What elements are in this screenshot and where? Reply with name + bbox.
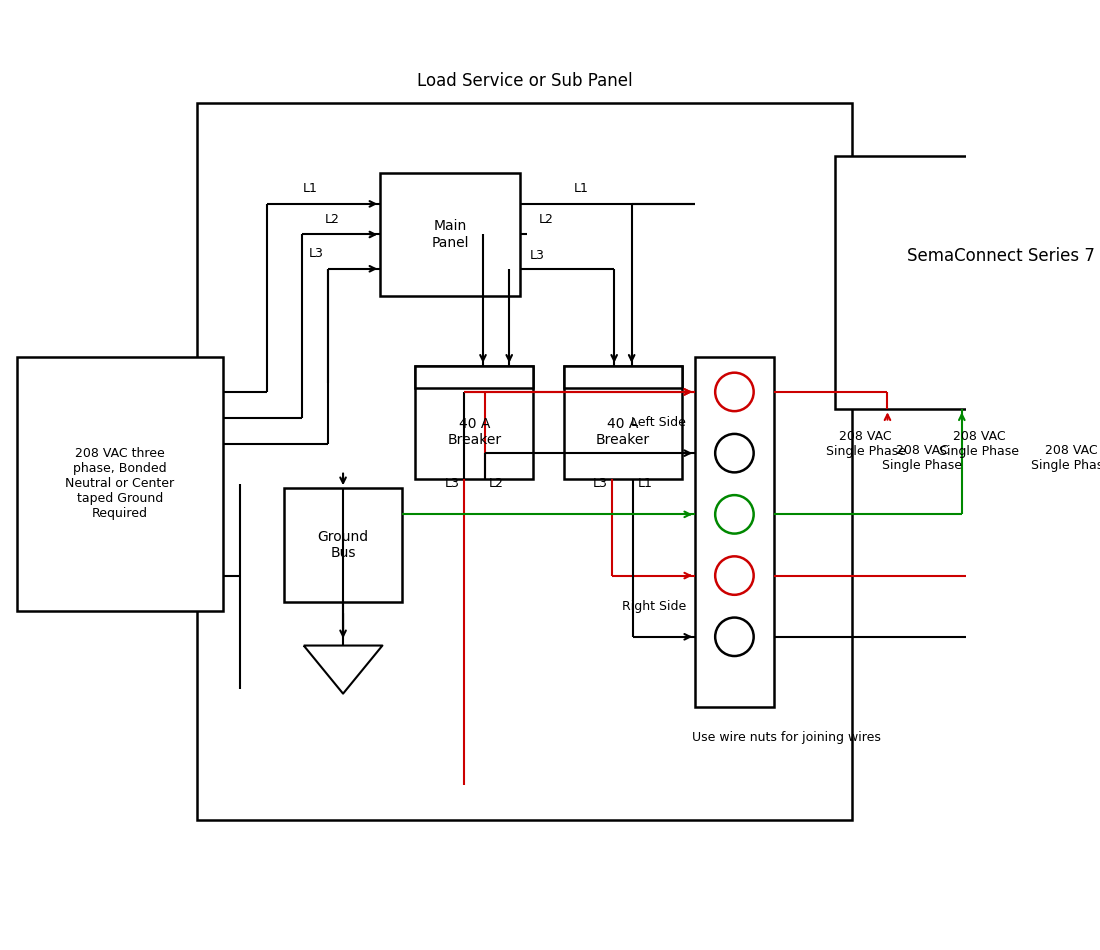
Text: L2: L2 [324, 213, 340, 226]
Text: L1: L1 [302, 182, 318, 195]
Text: Right Side: Right Side [623, 599, 686, 613]
Circle shape [715, 495, 754, 534]
Text: L1: L1 [638, 477, 652, 490]
Text: Main
Panel: Main Panel [431, 219, 469, 250]
Text: Use wire nuts for joining wires: Use wire nuts for joining wires [693, 731, 881, 744]
Bar [415, 366, 534, 388]
Text: 208 VAC three
phase, Bonded
Neutral or Center
taped Ground
Required: 208 VAC three phase, Bonded Neutral or C… [66, 447, 175, 521]
Bar [695, 357, 773, 707]
Circle shape [715, 434, 754, 472]
Text: L3: L3 [530, 249, 546, 262]
Bar [415, 366, 534, 480]
Text: 208 VAC
Single Phase: 208 VAC Single Phase [939, 430, 1020, 459]
Text: Load Service or Sub Panel: Load Service or Sub Panel [417, 72, 632, 90]
Bar [284, 488, 403, 601]
Text: 208 VAC
Single Phase: 208 VAC Single Phase [1031, 444, 1100, 471]
Text: SemaConnect Series 7: SemaConnect Series 7 [908, 247, 1096, 265]
Bar [381, 173, 520, 295]
Text: L2: L2 [490, 477, 504, 490]
Text: 208 VAC
Single Phase: 208 VAC Single Phase [882, 444, 962, 471]
Bar [564, 366, 682, 480]
Text: 40 A
Breaker: 40 A Breaker [448, 416, 502, 446]
Text: L2: L2 [539, 213, 553, 226]
Text: 208 VAC
Single Phase: 208 VAC Single Phase [826, 430, 905, 459]
Circle shape [715, 372, 754, 411]
Text: L3: L3 [444, 477, 460, 490]
Circle shape [715, 618, 754, 656]
Text: Left Side: Left Side [631, 416, 686, 429]
Text: L3: L3 [308, 247, 323, 260]
Bar [835, 156, 1100, 409]
Bar [564, 366, 682, 388]
Bar [18, 357, 223, 611]
Text: L1: L1 [574, 182, 589, 195]
Bar [197, 104, 853, 821]
Text: 40 A
Breaker: 40 A Breaker [596, 416, 650, 446]
Text: L3: L3 [593, 477, 608, 490]
Circle shape [715, 557, 754, 595]
Text: Ground
Bus: Ground Bus [318, 530, 368, 560]
